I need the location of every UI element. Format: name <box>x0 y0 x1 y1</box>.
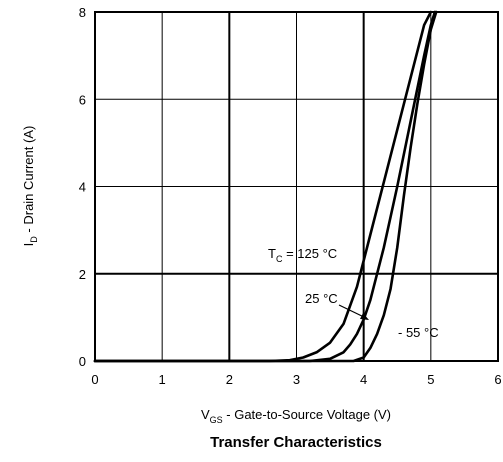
series-label-25c-arrowhead <box>360 313 369 320</box>
y-axis-label-subscript: D <box>29 236 39 243</box>
tick-label-layer: 0 1 2 3 4 5 6 0 2 4 6 8 <box>79 5 502 387</box>
series-label-25c: 25 °C <box>305 291 338 306</box>
y-tick-label: 4 <box>79 180 86 195</box>
x-tick-label: 4 <box>360 372 367 387</box>
y-axis-label-prefix: I <box>21 243 36 247</box>
series-layer <box>93 10 438 363</box>
y-tick-label: 6 <box>79 92 86 107</box>
series-label-25c-pointer <box>338 304 367 319</box>
x-axis-label-text: - Gate-to-Source Voltage (V) <box>223 407 391 422</box>
x-axis-label-prefix: V <box>201 407 210 422</box>
y-tick-label: 2 <box>79 267 86 282</box>
y-tick-label: 8 <box>79 5 86 20</box>
series-label-125c-text: = 125 °C <box>282 246 337 261</box>
frame-layer <box>94 11 499 362</box>
series-label-125c: TC = 125 °C <box>268 246 337 264</box>
x-tick-label: 2 <box>226 372 233 387</box>
y-axis-label-text: - Drain Current (A) <box>21 126 36 237</box>
curve-minus-55c <box>93 10 438 363</box>
x-axis-label-subscript: GS <box>210 415 223 425</box>
x-tick-label: 5 <box>427 372 434 387</box>
plot-frame <box>94 11 499 362</box>
x-axis-label: VGS - Gate-to-Source Voltage (V) <box>201 407 391 425</box>
chart-title: Transfer Characteristics <box>210 434 382 451</box>
series-label-125c-prefix: T <box>268 246 276 261</box>
x-tick-label: 0 <box>91 372 98 387</box>
grid-layer <box>95 12 498 361</box>
series-label-minus-55c: - 55 °C <box>398 325 439 340</box>
x-tick-label: 3 <box>293 372 300 387</box>
series-label-125c-subscript: C <box>276 254 283 264</box>
curve-25c <box>93 10 437 363</box>
x-tick-label: 1 <box>159 372 166 387</box>
y-axis-label: ID - Drain Current (A) <box>21 126 39 247</box>
y-tick-label: 0 <box>79 354 86 369</box>
x-tick-label: 6 <box>494 372 501 387</box>
curve-125c <box>93 10 433 363</box>
